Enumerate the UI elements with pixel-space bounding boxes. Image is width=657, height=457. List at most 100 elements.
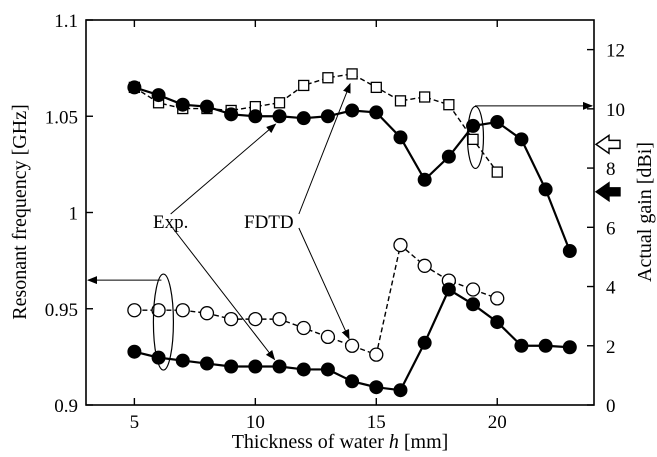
data-point <box>248 311 263 327</box>
series-right-exp-3 <box>127 282 577 398</box>
right-axis-pointer-arrow <box>474 101 593 110</box>
data-point <box>514 338 529 353</box>
data-point <box>151 303 166 318</box>
series-right-fdtd-2 <box>127 237 505 362</box>
data-point <box>467 133 479 146</box>
data-point <box>127 80 142 95</box>
right-y-tick-label: 2 <box>606 337 616 358</box>
data-point <box>175 97 190 112</box>
series-layer <box>127 68 577 398</box>
data-point <box>514 132 529 147</box>
open-block-arrow <box>594 134 621 155</box>
data-point <box>417 172 432 187</box>
left-axis-label: Resonant frequency [GHz] <box>9 104 31 319</box>
data-point <box>443 99 455 111</box>
filled-block-arrow <box>594 181 621 203</box>
right-y-tick-label: 8 <box>606 159 616 180</box>
data-point <box>466 297 481 312</box>
data-point <box>224 359 239 374</box>
data-point <box>223 311 239 327</box>
data-point <box>369 347 384 362</box>
data-point <box>127 344 142 359</box>
data-point <box>417 335 432 350</box>
data-point <box>538 338 553 353</box>
data-point <box>296 320 311 336</box>
data-point <box>272 109 287 124</box>
data-point <box>490 115 505 130</box>
fdtd-annotation-label: FDTD <box>244 212 294 233</box>
left-y-tick-label: 1.05 <box>45 107 78 128</box>
left-y-tick-label: 0.9 <box>54 396 78 417</box>
series-line <box>134 73 498 173</box>
data-point <box>175 353 190 368</box>
data-point <box>441 149 456 164</box>
left-y-tick-label: 0.95 <box>45 300 78 321</box>
annotation-layer <box>87 82 621 371</box>
right-axis-label: Actual gain [dBi] <box>634 142 656 282</box>
right-y-tick-label: 6 <box>606 218 616 239</box>
fdtd-arrow-to-frequency <box>298 82 351 215</box>
data-point <box>248 109 263 124</box>
x-axis-label: Thickness of water h [mm] <box>232 431 449 453</box>
data-point <box>393 383 408 398</box>
data-point <box>151 350 166 365</box>
data-point <box>199 99 214 114</box>
data-point <box>369 105 384 120</box>
data-point <box>272 359 287 374</box>
data-point <box>175 303 190 318</box>
data-point <box>441 282 456 297</box>
gain-group-ellipse <box>152 273 175 371</box>
data-point <box>562 244 577 258</box>
data-point <box>320 362 335 377</box>
left-y-tick-label: 1.1 <box>54 11 78 32</box>
series-left-exp-1 <box>127 80 577 258</box>
data-point <box>273 97 286 109</box>
data-point <box>320 329 336 345</box>
data-point <box>322 72 334 84</box>
data-point <box>296 362 311 377</box>
data-point <box>151 88 166 103</box>
data-point <box>248 359 263 374</box>
data-point <box>490 315 505 330</box>
data-point <box>320 109 335 124</box>
x-tick-label: 15 <box>367 412 386 433</box>
fdtd-arrow-to-gain <box>298 227 350 340</box>
data-point <box>345 103 360 118</box>
data-point <box>394 95 407 107</box>
data-point <box>370 81 382 94</box>
x-tick-label: 5 <box>130 412 140 433</box>
left-y-tick-label: 1 <box>69 204 79 225</box>
data-point <box>393 237 408 253</box>
right-y-tick-label: 0 <box>606 396 616 417</box>
data-point <box>419 91 431 103</box>
data-point <box>272 311 287 327</box>
exp-arrow-to-gain <box>172 227 276 361</box>
data-point <box>224 107 239 122</box>
data-point <box>538 182 553 197</box>
data-point <box>199 306 215 321</box>
data-point <box>466 118 481 133</box>
x-tick-label: 10 <box>246 412 265 433</box>
data-point <box>344 338 360 353</box>
data-point <box>345 374 360 389</box>
data-point <box>296 111 311 126</box>
right-y-tick-label: 4 <box>606 278 616 299</box>
data-point <box>393 130 408 145</box>
data-point <box>417 258 432 273</box>
data-point <box>298 79 310 92</box>
right-y-tick-label: 12 <box>606 41 625 62</box>
axis-ticks: 5 10 15 20 0.9 0.95 1 1.05 1.1 0 2 4 6 8 10 12 <box>45 11 625 433</box>
data-point <box>346 68 358 80</box>
data-point <box>369 380 384 395</box>
series-line <box>134 243 498 356</box>
exp-arrow-to-frequency <box>170 123 277 215</box>
data-point <box>199 356 214 371</box>
data-point <box>465 282 481 297</box>
data-point <box>490 291 505 306</box>
exp-annotation-label: Exp. <box>153 212 188 233</box>
right-y-tick-label: 10 <box>606 100 625 121</box>
data-point <box>562 340 577 355</box>
data-point <box>127 303 142 318</box>
x-tick-label: 20 <box>488 412 507 433</box>
